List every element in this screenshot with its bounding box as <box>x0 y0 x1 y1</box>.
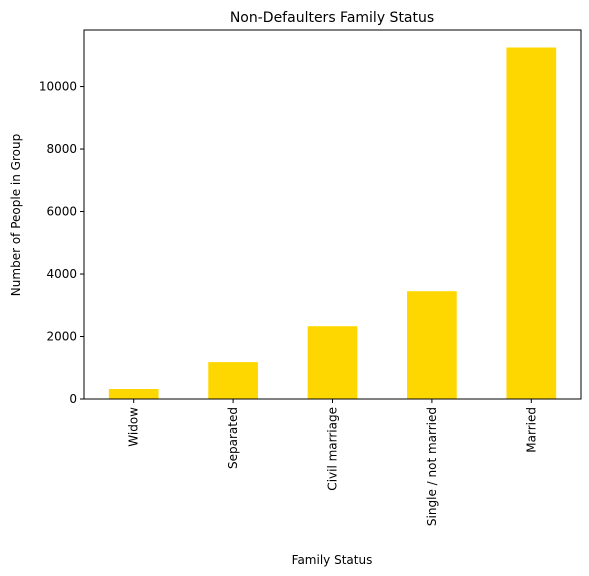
x-tick-label: Widow <box>127 407 141 447</box>
bar-married <box>506 47 556 399</box>
y-tick-label: 2000 <box>46 330 77 344</box>
x-tick-label: Separated <box>226 407 240 469</box>
x-tick-label: Single / not married <box>425 407 439 526</box>
y-axis-label: Number of People in Group <box>9 134 23 296</box>
x-axis: Widow Separated Civil marriage Single / not… <box>127 399 539 526</box>
chart-title: Non-Defaulters Family Status <box>230 10 434 26</box>
y-tick-label: 10000 <box>39 80 77 94</box>
x-tick-label: Civil marriage <box>326 407 340 491</box>
x-tick-label: Married <box>524 407 538 453</box>
bar-civil-marriage <box>308 326 358 399</box>
y-tick-label: 6000 <box>46 205 77 219</box>
bar-single-not-married <box>407 291 457 399</box>
bar-widow <box>109 389 159 399</box>
bars <box>109 47 556 399</box>
y-tick-label: 4000 <box>46 267 77 281</box>
bar-separated <box>208 362 258 399</box>
x-axis-label: Family Status <box>292 553 373 567</box>
y-axis: 0 2000 4000 6000 8000 10000 <box>39 80 84 406</box>
y-tick-label: 8000 <box>46 142 77 156</box>
y-tick-label: 0 <box>69 392 77 406</box>
